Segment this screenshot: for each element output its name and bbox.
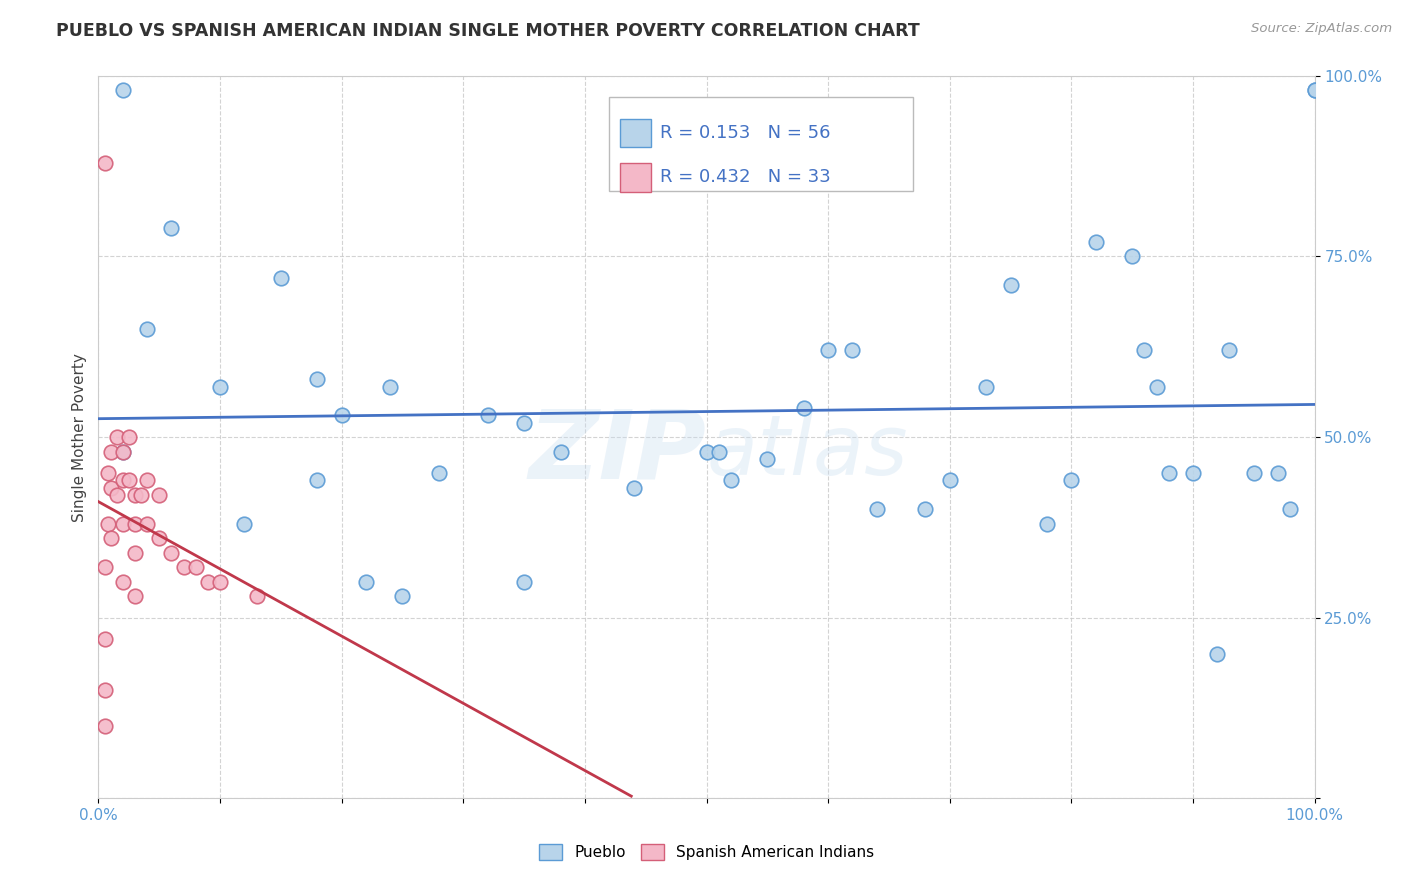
Point bbox=[160, 220, 183, 235]
Point bbox=[1182, 466, 1205, 480]
Point bbox=[105, 488, 128, 502]
Point bbox=[513, 416, 536, 430]
Point bbox=[136, 516, 159, 531]
Point bbox=[93, 155, 115, 169]
Point bbox=[1267, 466, 1289, 480]
Point bbox=[513, 574, 536, 589]
Point bbox=[148, 488, 170, 502]
Point bbox=[209, 574, 232, 589]
Point bbox=[93, 632, 115, 647]
Point bbox=[245, 589, 267, 603]
Text: atlas: atlas bbox=[707, 411, 908, 492]
Point bbox=[427, 466, 450, 480]
Point bbox=[817, 343, 839, 358]
Point bbox=[391, 589, 413, 603]
Point bbox=[100, 444, 122, 458]
Point bbox=[97, 516, 120, 531]
Legend: Pueblo, Spanish American Indians: Pueblo, Spanish American Indians bbox=[533, 838, 880, 866]
Point bbox=[1218, 343, 1240, 358]
Point bbox=[1000, 278, 1022, 293]
Point bbox=[1206, 647, 1229, 661]
Point bbox=[97, 466, 120, 480]
Point bbox=[136, 474, 159, 488]
Point bbox=[118, 430, 141, 444]
Point bbox=[1157, 466, 1180, 480]
Point bbox=[354, 574, 377, 589]
Point bbox=[1279, 502, 1302, 516]
Point bbox=[1060, 474, 1083, 488]
Point bbox=[1036, 516, 1059, 531]
Y-axis label: Single Mother Poverty: Single Mother Poverty bbox=[72, 352, 87, 522]
Point bbox=[100, 531, 122, 545]
Point bbox=[184, 560, 207, 574]
Point bbox=[111, 474, 134, 488]
Point bbox=[160, 546, 183, 560]
Point bbox=[105, 430, 128, 444]
Point bbox=[136, 321, 159, 335]
Text: R = 0.432   N = 33: R = 0.432 N = 33 bbox=[659, 169, 831, 186]
Point bbox=[209, 379, 232, 393]
Point bbox=[111, 516, 134, 531]
Point bbox=[124, 589, 146, 603]
Point bbox=[550, 444, 572, 458]
Point bbox=[93, 719, 115, 733]
Point bbox=[270, 271, 292, 285]
Point bbox=[93, 560, 115, 574]
Point bbox=[124, 488, 146, 502]
Point bbox=[1121, 249, 1143, 264]
Point bbox=[1146, 379, 1168, 393]
Point bbox=[1303, 83, 1326, 97]
Point bbox=[330, 409, 353, 423]
Point bbox=[793, 401, 815, 416]
Text: R = 0.153   N = 56: R = 0.153 N = 56 bbox=[659, 124, 831, 142]
Point bbox=[1133, 343, 1156, 358]
Point bbox=[111, 444, 134, 458]
Point bbox=[124, 546, 146, 560]
Point bbox=[866, 502, 889, 516]
Point bbox=[93, 683, 115, 698]
Point bbox=[233, 516, 256, 531]
Point bbox=[307, 474, 329, 488]
Point bbox=[197, 574, 219, 589]
Point bbox=[307, 372, 329, 386]
Point bbox=[477, 409, 499, 423]
Text: Source: ZipAtlas.com: Source: ZipAtlas.com bbox=[1251, 22, 1392, 36]
Point bbox=[148, 531, 170, 545]
Point bbox=[974, 379, 997, 393]
Point bbox=[756, 451, 779, 466]
Point bbox=[1243, 466, 1265, 480]
Point bbox=[696, 444, 718, 458]
Text: PUEBLO VS SPANISH AMERICAN INDIAN SINGLE MOTHER POVERTY CORRELATION CHART: PUEBLO VS SPANISH AMERICAN INDIAN SINGLE… bbox=[56, 22, 920, 40]
Point bbox=[380, 379, 402, 393]
Point bbox=[841, 343, 863, 358]
Point bbox=[118, 474, 141, 488]
Point bbox=[1303, 83, 1326, 97]
Point bbox=[111, 83, 134, 97]
Point bbox=[129, 488, 152, 502]
Point bbox=[1084, 235, 1107, 249]
Point bbox=[707, 444, 730, 458]
Point bbox=[100, 481, 122, 495]
Point bbox=[720, 474, 742, 488]
Point bbox=[914, 502, 936, 516]
Text: ZIP: ZIP bbox=[529, 405, 707, 498]
Point bbox=[623, 481, 645, 495]
Point bbox=[124, 516, 146, 531]
Point bbox=[111, 574, 134, 589]
Point bbox=[111, 444, 134, 458]
Point bbox=[939, 474, 962, 488]
Point bbox=[173, 560, 195, 574]
